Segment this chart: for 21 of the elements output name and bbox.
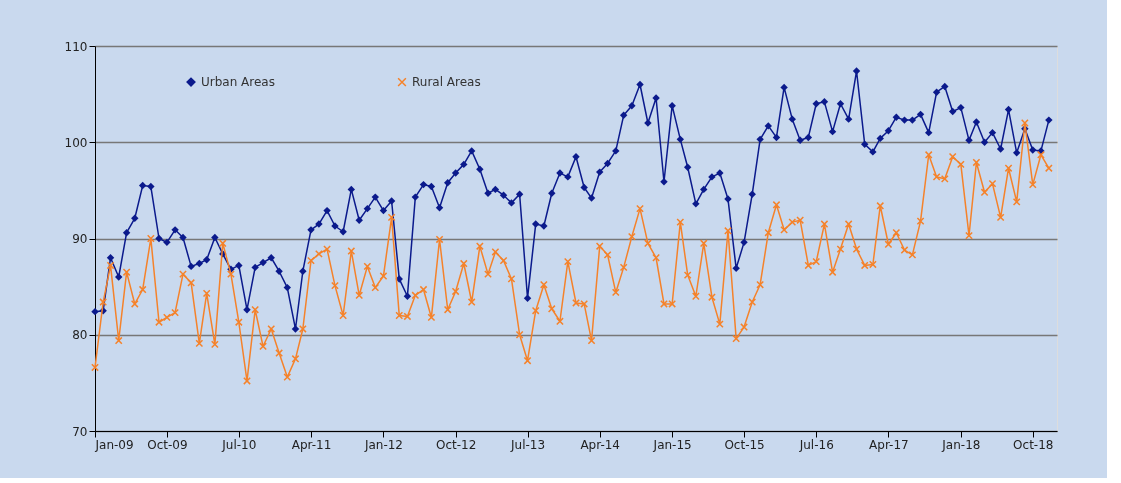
x-tick-label: Apr-17 — [869, 437, 909, 452]
x-tick-label: Apr-11 — [291, 437, 332, 452]
x-tick-label: Jan-12 — [363, 437, 403, 452]
y-tick-label: 70 — [72, 424, 88, 439]
x-tick-label: Oct-18 — [1013, 437, 1054, 452]
x-tick-label: Jan-09 — [94, 437, 134, 452]
x-tick-label: Oct-09 — [147, 437, 188, 452]
y-tick-label: 90 — [72, 232, 88, 246]
x-tick-label: Apr-14 — [580, 437, 620, 452]
x-tick-label: Jul-10 — [221, 437, 257, 452]
y-tick-label: 110 — [64, 39, 88, 54]
y-tick-label: 80 — [72, 328, 88, 343]
x-tick-label: Oct-12 — [435, 437, 477, 452]
x-tick-label: Jan-18 — [941, 437, 981, 452]
x-tick-label: Jul-16 — [798, 437, 834, 452]
x-tick-label: Jan-15 — [652, 437, 692, 452]
x-tick-label: Jul-13 — [509, 437, 546, 452]
legend-label: Rural Areas — [412, 75, 481, 90]
x-tick-label: Oct-15 — [724, 437, 765, 452]
y-tick-label: 100 — [64, 135, 88, 150]
legend-label: Urban Areas — [201, 75, 275, 90]
